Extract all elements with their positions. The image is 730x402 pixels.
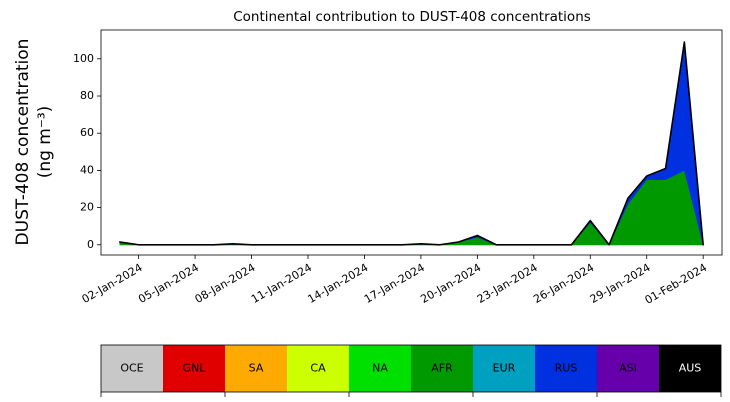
x-tick-label: 05-Jan-2024 [136,261,201,306]
legend-swatch [225,345,287,392]
x-tick-label: 23-Jan-2024 [475,261,540,306]
area [119,41,704,246]
legend-swatch [287,345,349,392]
legend-swatch [163,345,225,392]
legend-label: GNL [183,362,207,375]
y-tick-label: 0 [87,238,94,251]
x-tick-label: 08-Jan-2024 [193,261,258,306]
x-tick-label: 20-Jan-2024 [418,261,483,306]
y-label-group: DUST-408 concentration (ng m⁻³) [13,39,55,246]
legend-swatch [411,345,473,392]
legend-label: EUR [493,362,516,375]
legend-label: AFR [431,362,453,375]
y-tick-label: 80 [80,89,94,102]
y-tick-label: 40 [80,163,94,176]
legend-label: NA [372,362,388,375]
y-tick-label: 60 [80,126,94,139]
legend-label: CA [310,362,326,375]
y-axis-units: (ng m⁻³) [35,106,55,179]
y-axis-label: DUST-408 concentration [13,39,33,246]
y-tick-label: 20 [80,201,94,214]
legend-label: ASI [619,362,637,375]
legend-swatch [101,345,163,392]
legend-swatch [597,345,659,392]
x-tick-label: 11-Jan-2024 [249,261,314,306]
x-tick-label: 02-Jan-2024 [80,261,145,306]
x-tick-label: 14-Jan-2024 [305,261,370,306]
legend-swatch [535,345,597,392]
area [119,41,704,246]
area [119,41,704,246]
x-tick-label: 26-Jan-2024 [531,261,596,306]
x-tick-label: 17-Jan-2024 [362,261,427,306]
x-tick-label: 01-Feb-2024 [643,261,710,307]
y-tick-label: 100 [73,52,94,65]
legend-swatch [659,345,721,392]
area [119,170,704,246]
x-tick-label: 29-Jan-2024 [588,261,653,306]
legend-swatch [349,345,411,392]
legend-label: OCE [120,362,143,375]
legend-label: RUS [555,362,578,375]
legend-frame [100,344,722,393]
plot-frame [100,29,723,256]
legend-label: SA [249,362,264,375]
chart-title: Continental contribution to DUST-408 con… [233,9,591,25]
legend-label: AUS [679,362,702,375]
legend-swatch [473,345,535,392]
